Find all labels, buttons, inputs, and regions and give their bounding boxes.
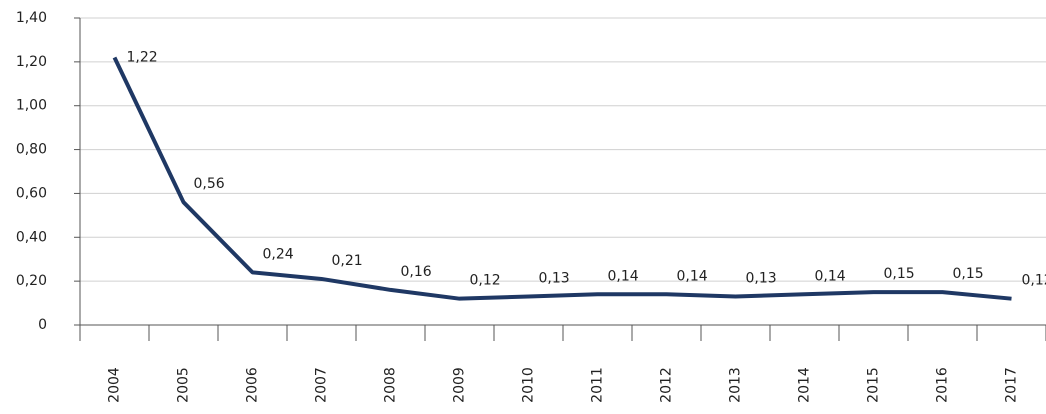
- x-tick-label: 2005: [176, 367, 192, 403]
- data-label: 0,15: [884, 266, 915, 282]
- data-label: 0,21: [332, 253, 363, 269]
- x-tick-label: 2006: [245, 367, 261, 403]
- x-tick-label: 2009: [452, 367, 468, 403]
- data-label: 0,24: [263, 246, 294, 262]
- line: [112, 56, 1012, 301]
- data-label: 0,56: [194, 176, 225, 192]
- data-label: 0,14: [815, 268, 846, 284]
- x-tick-label: 2010: [521, 367, 537, 403]
- y-tick-label: 1,40: [16, 10, 47, 26]
- data-label: 0,13: [746, 270, 777, 286]
- x-tick-label: 2012: [659, 367, 675, 403]
- data-label: 1,22: [127, 49, 158, 65]
- x-tick-label: 2013: [728, 367, 744, 403]
- data-label: 0,15: [953, 266, 984, 282]
- y-tick-label: 1,00: [16, 98, 47, 114]
- y-tick-label: 0,40: [16, 229, 47, 245]
- x-tick-label: 2016: [935, 367, 951, 403]
- data-label: 0,12: [470, 273, 501, 289]
- x-tick-label: 2007: [314, 367, 330, 403]
- data-label: 0,14: [677, 268, 708, 284]
- x-tick-label: 2017: [1004, 367, 1020, 403]
- y-tick-label: 0: [38, 317, 47, 333]
- x-tick-label: 2004: [107, 367, 123, 403]
- y-tick-label: 1,20: [16, 54, 47, 70]
- x-tick-label: 2011: [590, 367, 606, 403]
- data-label: 0,13: [539, 270, 570, 286]
- data-label: 0,14: [608, 268, 639, 284]
- y-tick-label: 0,60: [16, 185, 47, 201]
- data-label: 0,16: [401, 264, 432, 280]
- x-tick-label: 2008: [383, 367, 399, 403]
- x-tick-label: 2015: [866, 367, 882, 403]
- y-tick-label: 0,20: [16, 273, 47, 289]
- x-tick-label: 2014: [797, 367, 813, 403]
- data-label: 0,12: [1022, 273, 1046, 289]
- y-tick-label: 0,80: [16, 142, 47, 158]
